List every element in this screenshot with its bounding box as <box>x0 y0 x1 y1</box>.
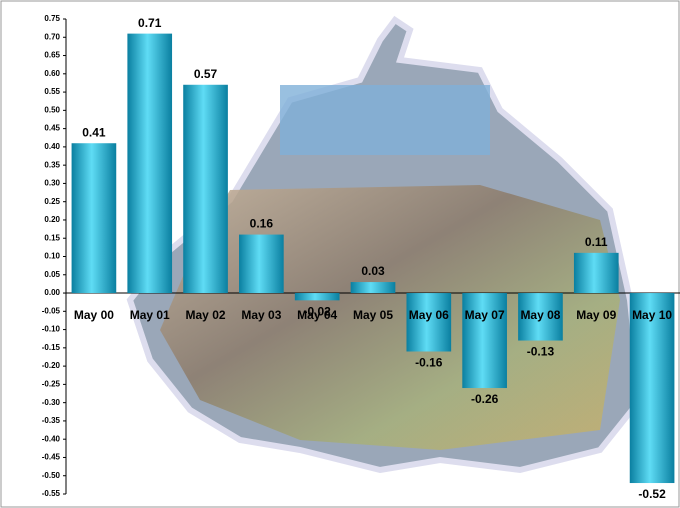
bar <box>183 84 228 294</box>
y-tick-label: 0.30 <box>44 179 60 188</box>
x-tick-label: May 00 <box>74 308 114 322</box>
y-tick-label: 0.65 <box>44 51 60 60</box>
y-tick-label: 0.50 <box>44 105 60 114</box>
x-tick-label: May 06 <box>409 308 449 322</box>
y-tick-label: -0.45 <box>42 453 61 462</box>
y-tick-label: 0.40 <box>44 142 60 151</box>
bar <box>573 252 619 294</box>
y-tick-label: 0.20 <box>44 215 60 224</box>
bar <box>294 293 340 301</box>
y-tick-label: -0.20 <box>42 361 61 370</box>
y-tick-label: 0.35 <box>44 160 60 169</box>
value-label: 0.03 <box>361 264 385 278</box>
background-bottles <box>280 85 490 155</box>
y-tick-label: -0.05 <box>42 306 61 315</box>
x-tick-label: May 01 <box>130 308 170 322</box>
bar <box>239 234 284 294</box>
value-label: 0.71 <box>138 16 162 30</box>
y-tick-label: 0.00 <box>44 288 60 297</box>
y-tick-label: -0.10 <box>42 325 61 334</box>
x-tick-label: May 04 <box>297 308 337 322</box>
bar <box>350 282 396 294</box>
y-tick-label: 0.05 <box>44 270 60 279</box>
y-tick-label: -0.15 <box>42 343 61 352</box>
bar <box>518 293 563 341</box>
y-tick-label: -0.30 <box>42 398 61 407</box>
value-label: -0.52 <box>638 487 666 501</box>
x-tick-label: May 02 <box>186 308 226 322</box>
value-label: 0.11 <box>585 235 608 249</box>
value-label: 0.57 <box>194 67 218 81</box>
y-tick-label: 0.45 <box>44 124 60 133</box>
value-label: -0.16 <box>415 356 443 370</box>
y-tick-label: -0.55 <box>42 489 61 498</box>
x-tick-label: May 05 <box>353 308 393 322</box>
y-tick-label: 0.55 <box>44 87 60 96</box>
bar <box>629 293 675 484</box>
x-tick-label: May 07 <box>465 308 505 322</box>
y-tick-label: 0.60 <box>44 69 60 78</box>
value-label: 0.16 <box>250 217 274 231</box>
value-label: -0.02 <box>304 305 332 319</box>
value-label: -0.26 <box>471 392 499 406</box>
bar <box>406 293 452 352</box>
x-tick-label: May 09 <box>576 308 616 322</box>
y-tick-label: -0.40 <box>42 434 61 443</box>
y-tick-label: -0.25 <box>42 379 61 388</box>
value-label: 0.41 <box>82 125 106 139</box>
bar <box>462 293 507 389</box>
bar <box>71 143 117 294</box>
y-tick-label: 0.10 <box>44 252 60 261</box>
bar <box>127 33 173 294</box>
y-tick-label: 0.75 <box>44 14 60 23</box>
y-tick-label: 0.25 <box>44 197 60 206</box>
x-tick-label: May 08 <box>520 308 560 322</box>
y-tick-label: -0.35 <box>42 416 61 425</box>
y-tick-label: -0.50 <box>42 471 61 480</box>
y-tick-label: 0.15 <box>44 233 60 242</box>
value-label: -0.13 <box>527 345 555 359</box>
x-tick-label: May 03 <box>241 308 281 322</box>
y-tick-label: 0.70 <box>44 32 60 41</box>
x-tick-label: May 10 <box>632 308 672 322</box>
